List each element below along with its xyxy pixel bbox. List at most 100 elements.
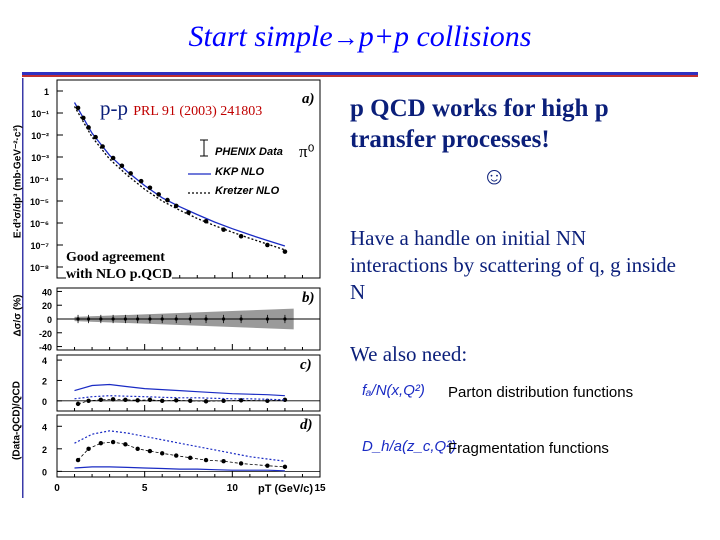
data-point-a bbox=[173, 203, 179, 209]
data-point-a bbox=[138, 178, 144, 184]
conclusion-heading: p QCD works for high p transfer processe… bbox=[350, 93, 609, 155]
data-line-c bbox=[77, 398, 285, 405]
figure-frame-line bbox=[22, 78, 24, 498]
pp-label: p-p bbox=[100, 96, 128, 120]
y-axis-label-b: Δσ/σ (%) bbox=[12, 294, 24, 337]
data-point-b bbox=[188, 317, 192, 321]
data-point-b bbox=[99, 317, 103, 321]
data-point-a bbox=[265, 242, 270, 248]
pi0-label: π⁰ bbox=[299, 142, 315, 161]
y-tick-label-b: 20 bbox=[42, 301, 52, 311]
y-tick-label-a: 10⁻³ bbox=[31, 153, 49, 163]
pi0-cross-section-figure: 0 5 10 15 1 10⁻¹ 10⁻² 10⁻³ 10⁻⁴ 10⁻⁵ 10⁻⁶ 10⁻⁷ 10⁻⁸ 4… bbox=[0, 78, 345, 500]
y-axis-label-a: E·d³σ/dp³ (mb·GeV⁻²·c³) bbox=[12, 124, 24, 239]
data-point-a bbox=[238, 233, 244, 239]
data-point-b bbox=[123, 317, 127, 321]
legend-phenix: PHENIX Data bbox=[215, 146, 283, 158]
data-point-b bbox=[239, 317, 243, 321]
panel-frame-d bbox=[56, 414, 321, 478]
y-axis-label-cd: (Data-QCD)/QCD bbox=[11, 381, 23, 460]
y-tick-label-b: -20 bbox=[39, 329, 52, 339]
data-point-b bbox=[204, 317, 208, 321]
data-point-b bbox=[283, 317, 287, 321]
kkp-curve-a bbox=[73, 102, 286, 247]
data-point-b bbox=[265, 317, 269, 321]
data-point-b bbox=[86, 317, 91, 321]
data-point-b bbox=[174, 317, 178, 321]
panel-a-label: a) bbox=[302, 91, 315, 107]
curve-d-1 bbox=[74, 430, 285, 462]
annotation-line2: with NLO p.QCD bbox=[66, 267, 173, 282]
panel-b-label: b) bbox=[302, 290, 315, 306]
data-point-d bbox=[98, 440, 104, 446]
y-tick-label-a: 10⁻¹ bbox=[31, 109, 49, 119]
y-tick-label-a: 10⁻⁸ bbox=[30, 263, 49, 273]
title-part1: Start simple bbox=[188, 20, 333, 53]
data-point-a bbox=[186, 210, 191, 215]
title-part2: p+p collisions bbox=[358, 20, 532, 53]
curve-c-2 bbox=[74, 395, 285, 401]
y-tick-label-b: 40 bbox=[42, 287, 52, 297]
data-point-a bbox=[75, 105, 81, 111]
data-point-c bbox=[98, 397, 104, 402]
pdf-symbol: fₐ/N(x,Q²) bbox=[362, 382, 425, 399]
data-point-d bbox=[123, 442, 128, 447]
x-axis-label: pT (GeV/c) bbox=[258, 483, 314, 495]
data-point-a bbox=[81, 115, 86, 121]
data-point-b bbox=[76, 317, 80, 321]
slide-title: Start simple→p+p collisions bbox=[0, 20, 720, 54]
y-tick-label-d: 0 bbox=[42, 467, 47, 477]
conclusion-line1: p QCD works for high p bbox=[350, 95, 609, 122]
annotation-line1: Good agreement bbox=[66, 250, 165, 265]
y-tick-label-d: 4 bbox=[42, 422, 47, 432]
y-tick-label-a: 1 bbox=[44, 87, 49, 97]
ff-label: Fragmentation functions bbox=[448, 440, 609, 457]
data-point-a bbox=[156, 192, 161, 197]
y-tick-label-a: 10⁻⁶ bbox=[30, 219, 49, 229]
y-tick-label-a: 10⁻² bbox=[31, 131, 49, 141]
data-point-a bbox=[119, 163, 125, 169]
pdf-label: Parton distribution functions bbox=[448, 384, 634, 401]
need-paragraph: We also need: bbox=[350, 342, 468, 366]
data-point-b bbox=[160, 317, 164, 321]
conclusion-line2: transfer processes! bbox=[350, 126, 550, 153]
reference-label: PRL 91 (2003) 241803 bbox=[133, 104, 263, 119]
data-point-a bbox=[86, 125, 91, 130]
smiley-icon: ☺ bbox=[482, 164, 507, 190]
x-tick-label: 5 bbox=[142, 483, 148, 494]
data-point-a bbox=[147, 185, 153, 191]
curve-c-1 bbox=[74, 383, 285, 397]
data-point-a bbox=[221, 227, 226, 232]
y-tick-label-c: 0 bbox=[42, 397, 47, 407]
y-tick-label-a: 10⁻⁷ bbox=[31, 241, 50, 251]
y-tick-label-c: 4 bbox=[42, 356, 47, 366]
title-rule-blue bbox=[22, 72, 698, 75]
data-line-d bbox=[77, 441, 285, 468]
y-tick-label-b: 0 bbox=[47, 315, 52, 325]
data-point-a bbox=[282, 249, 288, 254]
data-point-c bbox=[203, 399, 209, 404]
data-point-b bbox=[136, 317, 140, 321]
x-tick-label: 0 bbox=[54, 483, 60, 494]
title-rule-red bbox=[22, 75, 698, 77]
data-point-c bbox=[160, 398, 165, 404]
x-tick-label: 15 bbox=[314, 483, 326, 494]
data-point-c bbox=[282, 397, 288, 402]
handle-paragraph: Have a handle on initial NN interactions… bbox=[350, 226, 677, 304]
panel-d-label: d) bbox=[300, 417, 313, 433]
data-point-a bbox=[203, 218, 209, 224]
arrow-icon: → bbox=[332, 23, 359, 52]
data-point-a bbox=[165, 197, 170, 203]
data-point-b bbox=[221, 317, 226, 321]
x-tick-label: 10 bbox=[227, 483, 239, 494]
y-tick-label-c: 2 bbox=[42, 376, 47, 386]
data-point-d bbox=[282, 464, 288, 470]
ff-symbol: D_h/a(z_c,Q²) bbox=[362, 438, 457, 455]
y-tick-label-a: 10⁻⁴ bbox=[30, 175, 49, 185]
data-point-b bbox=[148, 317, 152, 321]
kretzer-curve-a bbox=[73, 106, 286, 251]
data-point-b bbox=[111, 317, 115, 321]
data-point-d bbox=[221, 459, 226, 464]
y-tick-label-d: 2 bbox=[42, 445, 47, 455]
y-tick-label-b: -40 bbox=[39, 343, 52, 353]
